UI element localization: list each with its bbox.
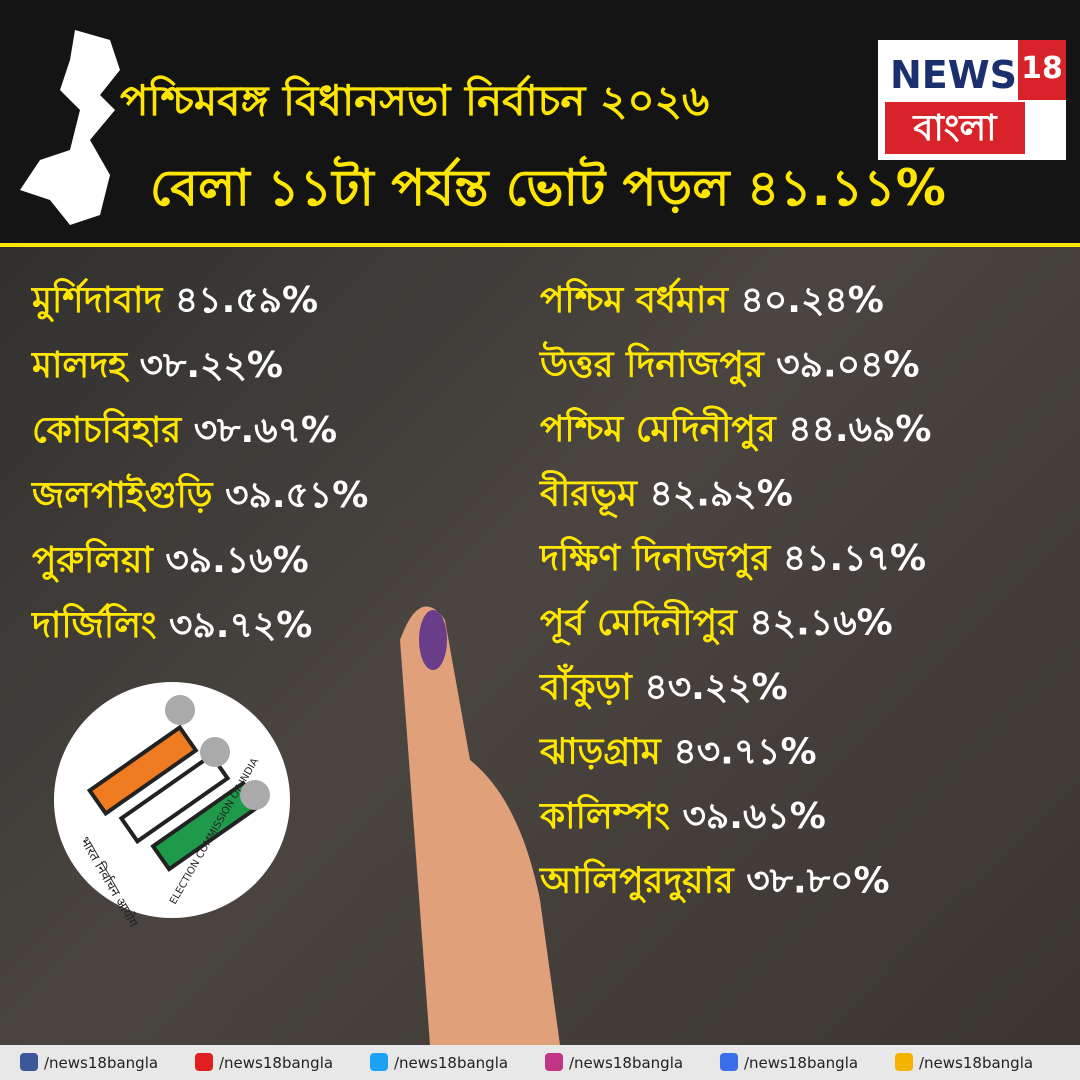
logo-news: NEWS <box>890 53 1017 97</box>
district-row: মুর্শিদাবাদ ৪১.৫৯% <box>30 277 318 322</box>
district-value: ৪৪.৬৯% <box>788 409 931 450</box>
social-icon <box>370 1053 388 1071</box>
social-handle: /news18bangla <box>919 1054 1033 1072</box>
district-value: ৩৯.০৪% <box>776 345 919 386</box>
district-row: বাঁকুড়া ৪৩.২২% <box>538 663 788 710</box>
district-row: মালদহ ৩৮.২২% <box>30 345 283 386</box>
emblem-dot <box>165 695 195 725</box>
title-line2: বেলা ১১টা পর্যন্ত ভোট পড়ল ৪১.১১% <box>150 155 946 217</box>
district-value: ৩৯.৫১% <box>225 475 368 516</box>
district-name: জলপাইগুড়ি <box>30 473 214 516</box>
district-name: কালিম্পং <box>538 794 670 837</box>
social-handle: /news18bangla <box>394 1054 508 1072</box>
social-icon <box>545 1053 563 1071</box>
footer-bar <box>0 1045 1080 1080</box>
district-value: ৪২.১৬% <box>749 603 892 644</box>
district-value: ৪৩.৭১% <box>673 732 816 773</box>
district-name: উত্তর দিনাজপুর <box>538 341 765 388</box>
district-value: ৪১.৫৯% <box>175 280 318 321</box>
district-value: ৩৮.৮০% <box>746 861 889 902</box>
divider <box>0 243 1080 247</box>
district-name: পশ্চিম মেদিনীপুর <box>540 405 777 452</box>
social-icon <box>20 1053 38 1071</box>
district-name: আলিপুরদুয়ার <box>538 859 735 904</box>
logo-18-box <box>1018 40 1066 100</box>
social-icon <box>195 1053 213 1071</box>
social-handle: /news18bangla <box>219 1054 333 1072</box>
logo-language: বাংলা <box>911 108 998 149</box>
map-silhouette <box>20 30 120 225</box>
district-name: ঝাড়গ্রাম <box>538 732 663 773</box>
district-row: জলপাইগুড়ি ৩৯.৫১% <box>30 473 368 516</box>
district-row: পশ্চিম মেদিনীপুর ৪৪.৬৯% <box>540 405 931 452</box>
logo-18: 18 <box>1021 51 1063 86</box>
social-handle: /news18bangla <box>744 1054 858 1072</box>
district-name: পশ্চিম বর্ধমান <box>540 277 729 321</box>
district-name: কোচবিহার <box>32 408 182 451</box>
finger <box>400 606 560 1045</box>
social-icon <box>895 1053 913 1071</box>
ink-mark <box>419 610 447 670</box>
district-name: মুর্শিদাবাদ <box>30 277 163 322</box>
social-icon <box>720 1053 738 1071</box>
district-row: দার্জিলিং ৩৯.৭২% <box>30 602 312 646</box>
district-row: পূর্ব মেদিনীপুর ৪২.১৬% <box>540 599 893 646</box>
social-handle: /news18bangla <box>569 1054 683 1072</box>
district-value: ৪২.৯২% <box>650 474 793 515</box>
district-row: কালিম্পং ৩৯.৬১% <box>538 794 826 837</box>
social-handle: /news18bangla <box>44 1054 158 1072</box>
district-row: কোচবিহার ৩৮.৬৭% <box>32 408 337 451</box>
district-row: ঝাড়গ্রাম ৪৩.৭১% <box>538 732 817 773</box>
district-row: পুরুলিয়া ৩৯.১৬% <box>32 538 309 583</box>
emblem-bars <box>86 724 263 872</box>
district-row: আলিপুরদুয়ার ৩৮.৮০% <box>538 859 890 904</box>
district-value: ৩৯.১৬% <box>165 540 308 581</box>
title-line1: পশ্চিমবঙ্গ বিধানসভা নির্বাচন ২০২৬ <box>120 74 709 125</box>
district-name: বাঁকুড়া <box>538 663 633 710</box>
district-row: উত্তর দিনাজপুর ৩৯.০৪% <box>538 341 920 388</box>
district-name: পুরুলিয়া <box>32 538 154 583</box>
district-row: পশ্চিম বর্ধমান ৪০.২৪% <box>540 277 884 321</box>
logo-lang-box <box>885 102 1025 154</box>
district-row: দক্ষিণ দিনাজপুর ৪১.১৭% <box>538 536 926 581</box>
district-row: বীরভূম ৪২.৯২% <box>538 470 793 519</box>
district-value: ৪৩.২২% <box>644 667 787 708</box>
district-name: দার্জিলিং <box>30 602 157 646</box>
district-value: ৩৮.৬৭% <box>194 410 337 451</box>
district-value: ৩৮.২২% <box>140 345 283 386</box>
district-value: ৪১.১৭% <box>783 538 926 579</box>
emblem-dot <box>240 780 270 810</box>
district-name: মালদহ <box>30 345 130 386</box>
emblem-dot <box>200 737 230 767</box>
district-value: ৩৯.৬১% <box>683 796 826 837</box>
district-value: ৪০.২৪% <box>741 280 884 321</box>
district-name: পূর্ব মেদিনীপুর <box>540 599 738 646</box>
district-name: বীরভূম <box>538 470 639 519</box>
district-value: ৩৯.৭২% <box>169 605 312 646</box>
district-name: দক্ষিণ দিনাজপুর <box>538 536 771 581</box>
